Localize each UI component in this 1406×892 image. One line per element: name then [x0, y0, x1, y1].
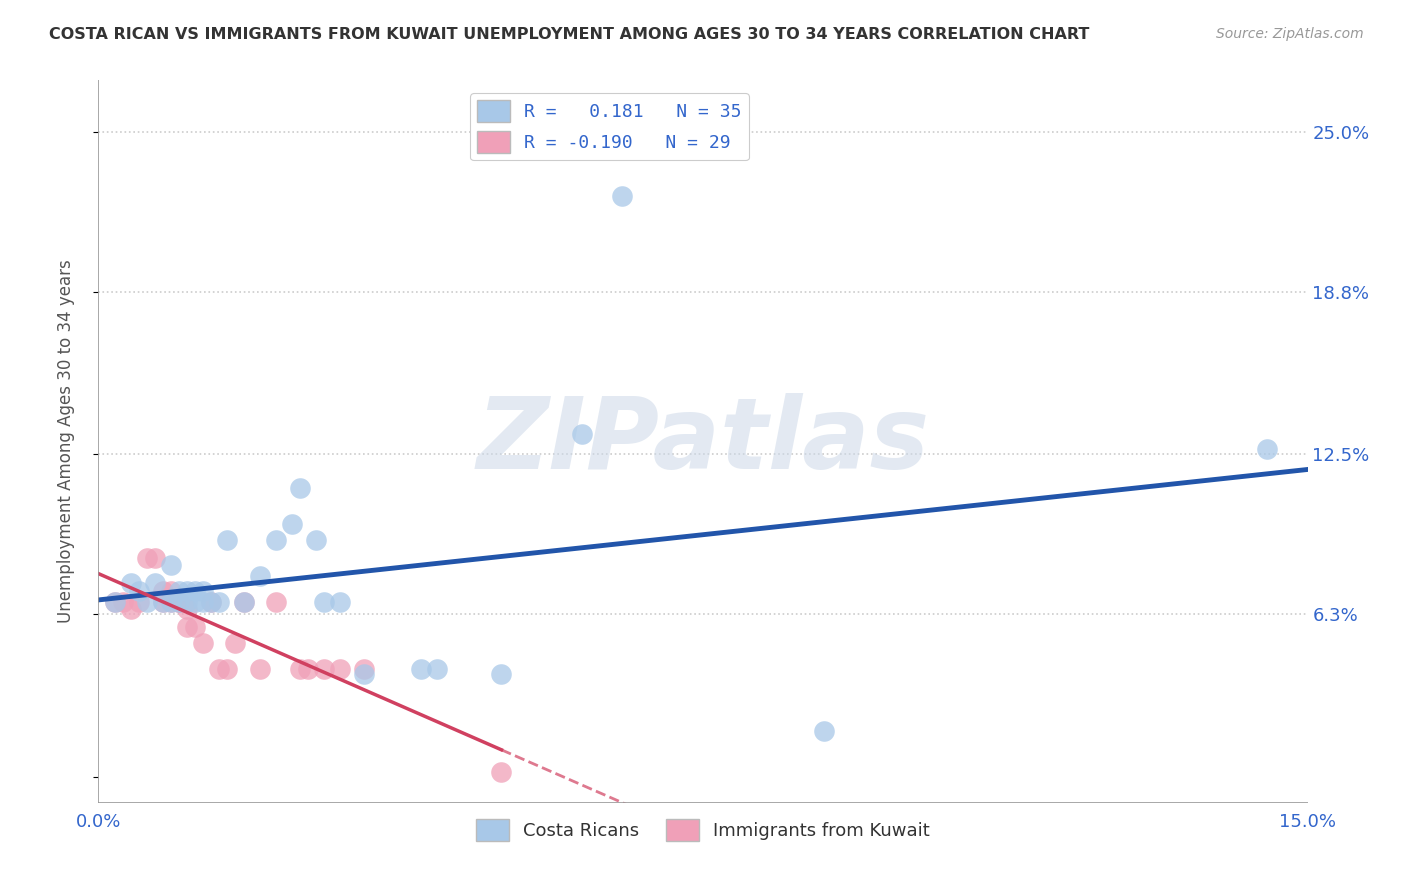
Point	[329, 594, 352, 608]
Point	[297, 662, 319, 676]
Text: COSTA RICAN VS IMMIGRANTS FROM KUWAIT UNEMPLOYMENT AMONG AGES 30 TO 34 YEARS COR: COSTA RICAN VS IMMIGRANTS FROM KUWAIT UN…	[49, 27, 1090, 42]
Point	[491, 666, 513, 681]
Point	[224, 636, 246, 650]
Point	[167, 584, 190, 599]
Point	[208, 594, 231, 608]
Point	[143, 576, 166, 591]
Point	[160, 594, 183, 608]
Point	[281, 517, 304, 532]
Point	[160, 584, 183, 599]
Point	[176, 594, 198, 608]
Point	[426, 662, 449, 676]
Point	[160, 558, 183, 573]
Point	[353, 662, 375, 676]
Point	[103, 594, 125, 608]
Point	[111, 594, 134, 608]
Point	[314, 594, 336, 608]
Point	[813, 723, 835, 738]
Point	[152, 594, 174, 608]
Point	[193, 594, 215, 608]
Point	[264, 533, 287, 547]
Point	[329, 662, 352, 676]
Legend: Costa Ricans, Immigrants from Kuwait: Costa Ricans, Immigrants from Kuwait	[468, 812, 938, 848]
Point	[314, 662, 336, 676]
Point	[288, 662, 311, 676]
Text: Source: ZipAtlas.com: Source: ZipAtlas.com	[1216, 27, 1364, 41]
Point	[167, 594, 190, 608]
Point	[264, 594, 287, 608]
Point	[305, 533, 328, 547]
Point	[184, 620, 207, 634]
Point	[200, 594, 222, 608]
Point	[193, 636, 215, 650]
Point	[232, 594, 254, 608]
Point	[249, 568, 271, 582]
Point	[409, 662, 432, 676]
Point	[288, 481, 311, 495]
Point	[120, 576, 142, 591]
Point	[160, 594, 183, 608]
Point	[612, 189, 634, 203]
Point	[208, 662, 231, 676]
Point	[176, 620, 198, 634]
Point	[571, 426, 593, 441]
Point	[120, 602, 142, 616]
Point	[135, 594, 157, 608]
Point	[193, 584, 215, 599]
Point	[143, 550, 166, 565]
Point	[353, 666, 375, 681]
Point	[176, 602, 198, 616]
Point	[167, 594, 190, 608]
Text: ZIPatlas: ZIPatlas	[477, 393, 929, 490]
Point	[167, 594, 190, 608]
Point	[135, 550, 157, 565]
Point	[152, 594, 174, 608]
Point	[184, 594, 207, 608]
Point	[249, 662, 271, 676]
Point	[217, 533, 239, 547]
Point	[128, 594, 150, 608]
Point	[232, 594, 254, 608]
Point	[200, 594, 222, 608]
Y-axis label: Unemployment Among Ages 30 to 34 years: Unemployment Among Ages 30 to 34 years	[56, 260, 75, 624]
Point	[103, 594, 125, 608]
Point	[1256, 442, 1278, 457]
Point	[217, 662, 239, 676]
Point	[184, 584, 207, 599]
Point	[152, 584, 174, 599]
Point	[176, 584, 198, 599]
Point	[491, 764, 513, 779]
Point	[128, 584, 150, 599]
